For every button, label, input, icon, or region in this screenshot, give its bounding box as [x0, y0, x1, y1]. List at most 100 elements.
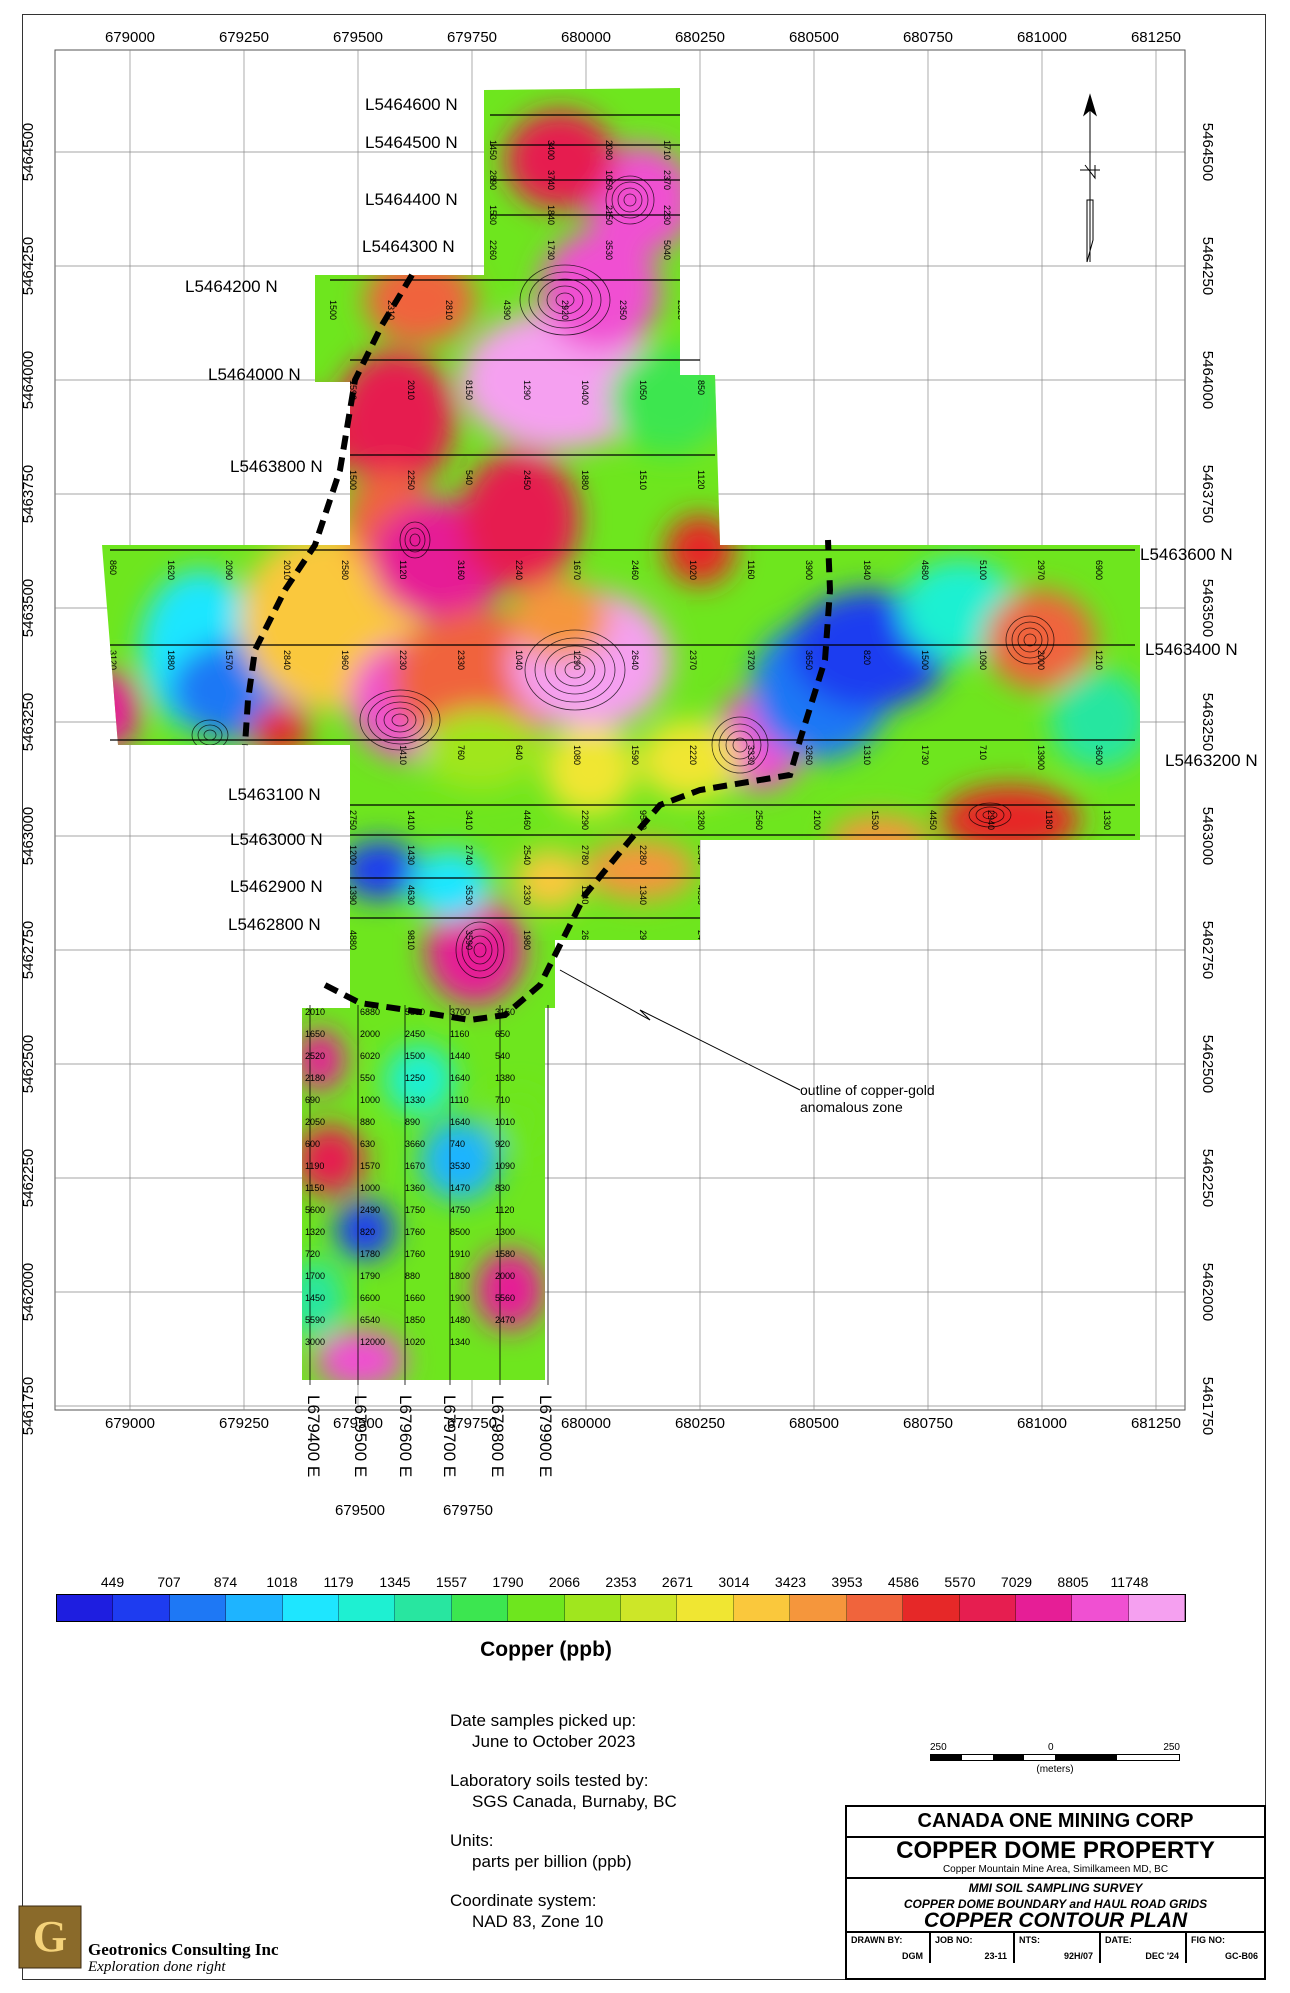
sample-value: 2810 — [444, 300, 454, 320]
legend-swatch — [226, 1595, 283, 1621]
northing-tick-label: 5464500 — [20, 123, 37, 181]
plan-title: COPPER CONTOUR PLAN — [923, 1909, 1188, 1932]
sample-value: 3530 — [604, 240, 614, 260]
sample-value: 2010 — [282, 560, 292, 580]
logo-name: Geotronics Consulting Inc — [88, 1940, 279, 1959]
legend-swatch — [508, 1595, 565, 1621]
sample-value: 1210 — [1094, 650, 1104, 670]
sample-value: 1000 — [360, 1095, 380, 1105]
sample-value: 1120 — [398, 560, 408, 579]
survey-line-label: L5462900 N — [230, 877, 323, 896]
sample-value: 2540 — [522, 845, 532, 865]
legend-swatch — [564, 1595, 622, 1621]
sample-value: 1290 — [522, 380, 532, 400]
sample-value: 2400 — [696, 930, 706, 950]
sample-value: 4460 — [522, 810, 532, 830]
legend-values: 449 707 874 1018 1179 1345 1557 1790 2066 2353 267… — [56, 1574, 1186, 1592]
easting-tick-label: 680500 — [789, 1415, 839, 1432]
sample-value: 2250 — [406, 470, 416, 490]
sample-value: 2350 — [618, 300, 628, 320]
sample-value: 11400 — [812, 845, 822, 869]
sample-value: 1790 — [360, 1271, 380, 1281]
sample-value: 9810 — [406, 930, 416, 950]
survey-line-label: L5464300 N — [362, 237, 455, 256]
sample-value: 1340 — [450, 1337, 470, 1347]
survey-line-label: L679700 E — [440, 1395, 459, 1477]
survey-line-label: L679400 E — [304, 1395, 323, 1477]
sample-value: 1510 — [638, 470, 648, 490]
legend-value: 449 — [100, 1574, 125, 1590]
sample-value: 2940 — [986, 810, 996, 830]
sample-value: 5560 — [495, 1293, 515, 1303]
sample-value: 1160 — [450, 1029, 469, 1039]
survey-line-label: L5464000 N — [208, 365, 301, 384]
northing-tick-label: 5463000 — [20, 807, 37, 865]
sample-value: 4050 — [754, 845, 764, 865]
easting-tick-label: 680500 — [789, 29, 839, 46]
sample-value: 3280 — [696, 810, 706, 830]
sample-value: 6020 — [360, 1051, 380, 1061]
sample-value: 900 — [545, 1183, 560, 1193]
sample-value: 1570 — [224, 650, 234, 670]
easting-label: 679500 — [335, 1502, 385, 1519]
title-block: CANADA ONE MINING CORP COPPER DOME PROPE… — [845, 1805, 1266, 1980]
survey-line-label: L5463600 N — [1140, 545, 1233, 564]
sample-value: 10400 — [580, 380, 590, 405]
sample-value: 1250 — [405, 1073, 425, 1083]
drawn-by-cell: DRAWN BY: DGM — [847, 1933, 931, 1963]
northing-tick-label: 5464250 — [1199, 237, 1216, 295]
sample-value: 3600 — [1094, 745, 1104, 765]
legend-swatch — [169, 1595, 227, 1621]
sample-value: 650 — [495, 1029, 510, 1039]
sample-value: 1960 — [340, 650, 350, 670]
sample-value: 2000 — [1036, 650, 1046, 670]
sample-value: 2100 — [812, 810, 822, 830]
easting-tick-label: 679000 — [105, 1415, 155, 1432]
sample-value: 1200 — [348, 845, 358, 865]
sample-value: 2010 — [305, 1007, 325, 1017]
note-value: June to October 2023 — [472, 1732, 636, 1751]
survey-line-label: L5463800 N — [230, 457, 323, 476]
northing-tick-label: 5462250 — [1199, 1149, 1216, 1207]
sample-value: 1450 — [305, 1293, 325, 1303]
legend-swatch — [451, 1595, 509, 1621]
survey-line-label: L5463000 N — [230, 830, 323, 849]
sample-value: 4750 — [450, 1205, 470, 1215]
sample-value: 3590 — [464, 930, 474, 950]
sample-value: 1290 — [572, 650, 582, 670]
legend-value: 4586 — [887, 1574, 920, 1590]
sample-value: 1410 — [398, 745, 408, 765]
sample-value: 880 — [360, 1117, 375, 1127]
sample-value: 690 — [305, 1095, 320, 1105]
northing-tick-label: 5464500 — [1199, 123, 1216, 181]
note-label: Date samples picked up: — [450, 1711, 637, 1730]
sample-value: 1310 — [862, 745, 872, 765]
sample-value: 6600 — [360, 1293, 380, 1303]
sample-value: 1120 — [495, 1205, 514, 1215]
northing-tick-label: 5462500 — [1199, 1035, 1216, 1093]
sample-value: 1090 — [1044, 845, 1054, 865]
sample-value: 1630 — [224, 745, 234, 765]
sample-value: 4880 — [348, 930, 358, 950]
sample-value: 1380 — [495, 1073, 515, 1083]
sample-value: 1410 — [406, 810, 416, 830]
sample-value: 2330 — [456, 650, 466, 670]
sample-value: 1360 — [405, 1183, 425, 1193]
sample-value: 9540 — [638, 810, 648, 830]
sample-value: 2750 — [348, 810, 358, 830]
legend-swatch — [846, 1595, 904, 1621]
annotation-label: anomalous zone — [800, 1099, 903, 1115]
legend-swatch — [959, 1595, 1016, 1621]
legend-value: 1345 — [379, 1574, 411, 1590]
sample-value: 2060 — [986, 845, 996, 865]
sample-value: 1660 — [405, 1293, 425, 1303]
northing-tick-label: 5463250 — [1199, 693, 1216, 751]
sample-value: 5590 — [305, 1315, 325, 1325]
note-value: NAD 83, Zone 10 — [472, 1912, 604, 1931]
easting-tick-label: 681250 — [1131, 29, 1181, 46]
sample-value: 1500 — [405, 1051, 425, 1061]
sample-value: 2320 — [676, 300, 686, 320]
sample-value: 1450 — [488, 140, 498, 160]
legend-value: 1557 — [435, 1574, 468, 1590]
